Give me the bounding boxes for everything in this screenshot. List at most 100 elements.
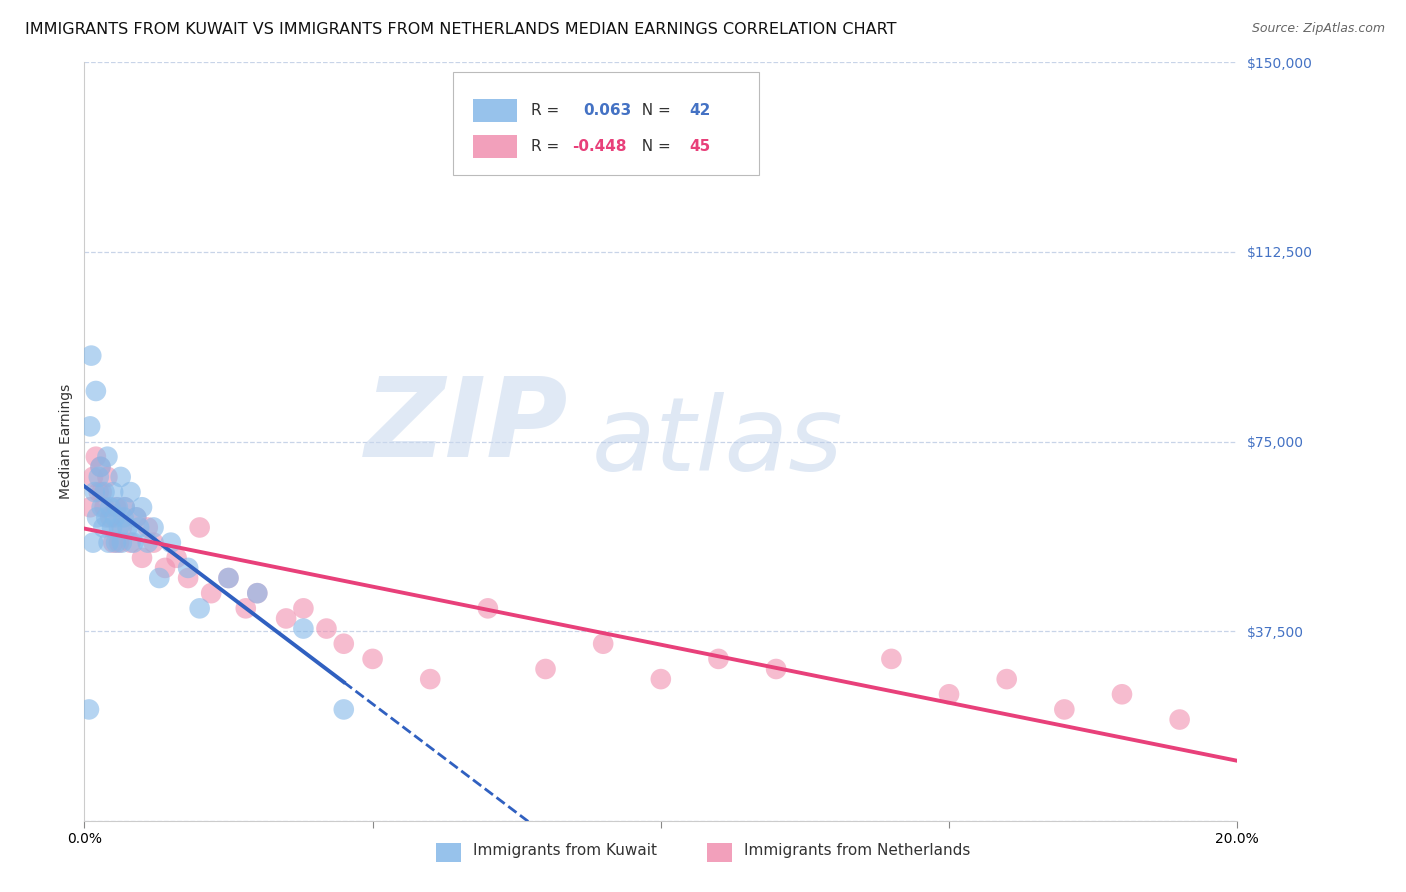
FancyBboxPatch shape <box>453 72 759 175</box>
Point <box>938 687 960 701</box>
Point <box>315 622 337 636</box>
FancyBboxPatch shape <box>472 136 517 158</box>
Point <box>96 470 118 484</box>
Point <box>108 535 131 549</box>
Point <box>477 601 499 615</box>
Point <box>235 601 257 615</box>
Text: Source: ZipAtlas.com: Source: ZipAtlas.com <box>1251 22 1385 36</box>
Point <box>83 485 105 500</box>
Text: 45: 45 <box>690 139 711 154</box>
Point <box>103 535 124 549</box>
Text: 42: 42 <box>690 103 711 118</box>
Point <box>125 510 148 524</box>
Point <box>707 652 730 666</box>
Text: 0.063: 0.063 <box>583 103 631 118</box>
Point <box>112 510 135 524</box>
Point <box>153 561 176 575</box>
Point <box>218 571 240 585</box>
Point <box>87 485 110 500</box>
Point <box>86 510 108 524</box>
Point <box>125 510 148 524</box>
Point <box>1053 702 1076 716</box>
Point <box>114 500 136 515</box>
Point <box>1111 687 1133 701</box>
Point <box>82 535 104 549</box>
Text: N =: N = <box>633 139 676 154</box>
Point <box>111 535 134 549</box>
Point <box>120 485 142 500</box>
Point <box>160 535 183 549</box>
Point <box>111 520 134 534</box>
Point <box>103 485 124 500</box>
Point <box>419 672 441 686</box>
Point <box>90 485 112 500</box>
Text: N =: N = <box>633 103 676 118</box>
Point <box>246 586 269 600</box>
Point <box>218 571 240 585</box>
Point <box>148 571 170 585</box>
Point <box>166 550 188 565</box>
Y-axis label: Median Earnings: Median Earnings <box>59 384 73 500</box>
Point <box>1168 713 1191 727</box>
Point <box>200 586 222 600</box>
Point <box>79 500 101 515</box>
Text: R =: R = <box>530 139 564 154</box>
Point <box>97 535 120 549</box>
Text: -0.448: -0.448 <box>572 139 627 154</box>
FancyBboxPatch shape <box>472 99 517 121</box>
Point <box>333 637 356 651</box>
Point <box>292 601 315 615</box>
Point <box>108 520 131 534</box>
Point <box>89 459 111 474</box>
Point <box>79 419 101 434</box>
Point <box>82 470 104 484</box>
Point <box>110 470 132 484</box>
Text: R =: R = <box>530 103 568 118</box>
Point <box>93 500 115 515</box>
Point <box>131 500 153 515</box>
Point <box>90 500 112 515</box>
Point <box>136 520 159 534</box>
Point <box>333 702 356 716</box>
Point <box>93 485 115 500</box>
Point <box>177 571 200 585</box>
Point <box>105 500 128 515</box>
Point <box>84 384 107 398</box>
Point <box>131 550 153 565</box>
Point <box>246 586 269 600</box>
Point <box>142 535 165 549</box>
Point <box>120 535 142 549</box>
Point <box>84 450 107 464</box>
Point <box>89 459 111 474</box>
Point <box>128 520 150 534</box>
Point <box>142 520 165 534</box>
Point <box>117 520 139 534</box>
Point <box>765 662 787 676</box>
Point <box>276 611 298 625</box>
Text: Immigrants from Kuwait: Immigrants from Kuwait <box>472 844 657 858</box>
Point <box>77 702 100 716</box>
Point <box>114 500 136 515</box>
Point <box>292 622 315 636</box>
Point <box>177 561 200 575</box>
Point <box>96 450 118 464</box>
FancyBboxPatch shape <box>436 844 461 863</box>
Text: IMMIGRANTS FROM KUWAIT VS IMMIGRANTS FROM NETHERLANDS MEDIAN EARNINGS CORRELATIO: IMMIGRANTS FROM KUWAIT VS IMMIGRANTS FRO… <box>25 22 897 37</box>
Point <box>534 662 557 676</box>
FancyBboxPatch shape <box>707 844 733 863</box>
Text: Immigrants from Netherlands: Immigrants from Netherlands <box>744 844 970 858</box>
Text: atlas: atlas <box>592 392 844 491</box>
Text: ZIP: ZIP <box>366 373 568 480</box>
Point <box>80 349 103 363</box>
Point <box>107 500 129 515</box>
Point <box>98 510 121 524</box>
Point <box>98 500 121 515</box>
Point <box>995 672 1018 686</box>
Point <box>104 510 127 524</box>
Point <box>136 535 159 549</box>
Point <box>96 510 118 524</box>
Point <box>361 652 384 666</box>
Point <box>650 672 672 686</box>
Point <box>592 637 614 651</box>
Point <box>101 520 124 534</box>
